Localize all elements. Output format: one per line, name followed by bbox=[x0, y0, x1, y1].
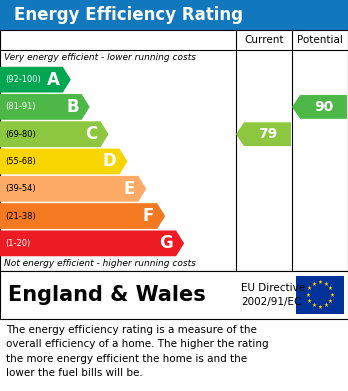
Text: A: A bbox=[47, 71, 60, 89]
Text: ★: ★ bbox=[311, 303, 316, 308]
Polygon shape bbox=[0, 203, 165, 229]
Text: EU Directive: EU Directive bbox=[241, 283, 305, 293]
Text: D: D bbox=[103, 152, 117, 170]
Text: ★: ★ bbox=[328, 299, 333, 303]
Text: ★: ★ bbox=[324, 282, 329, 287]
Text: Current: Current bbox=[244, 35, 284, 45]
Polygon shape bbox=[292, 95, 347, 119]
Text: (1-20): (1-20) bbox=[5, 239, 30, 248]
Text: (55-68): (55-68) bbox=[5, 157, 36, 166]
Polygon shape bbox=[0, 67, 71, 93]
Polygon shape bbox=[236, 122, 291, 146]
Text: Energy Efficiency Rating: Energy Efficiency Rating bbox=[14, 6, 243, 24]
Text: The energy efficiency rating is a measure of the
overall efficiency of a home. T: The energy efficiency rating is a measur… bbox=[6, 325, 269, 378]
Bar bbox=[0, 30, 348, 271]
Text: 79: 79 bbox=[258, 127, 277, 141]
Polygon shape bbox=[0, 149, 127, 174]
Text: (69-80): (69-80) bbox=[5, 130, 36, 139]
Polygon shape bbox=[0, 121, 109, 147]
Polygon shape bbox=[0, 94, 90, 120]
Bar bbox=[0, 271, 348, 319]
Bar bbox=[296, 276, 344, 314]
Text: ★: ★ bbox=[324, 303, 329, 308]
Text: C: C bbox=[85, 125, 97, 143]
Text: ★: ★ bbox=[318, 305, 323, 310]
Text: ★: ★ bbox=[328, 287, 333, 291]
Text: (39-54): (39-54) bbox=[5, 184, 35, 193]
Text: E: E bbox=[124, 180, 135, 198]
Polygon shape bbox=[0, 230, 184, 256]
Text: 90: 90 bbox=[314, 100, 333, 114]
Text: England & Wales: England & Wales bbox=[8, 285, 206, 305]
Text: Potential: Potential bbox=[297, 35, 343, 45]
Text: (81-91): (81-91) bbox=[5, 102, 35, 111]
Text: F: F bbox=[143, 207, 154, 225]
Text: (21-38): (21-38) bbox=[5, 212, 36, 221]
Text: (92-100): (92-100) bbox=[5, 75, 41, 84]
Text: G: G bbox=[159, 234, 173, 252]
Text: 2002/91/EC: 2002/91/EC bbox=[241, 297, 301, 307]
Text: B: B bbox=[66, 98, 79, 116]
Bar bbox=[0, 0, 348, 30]
Text: Not energy efficient - higher running costs: Not energy efficient - higher running co… bbox=[4, 260, 196, 269]
Polygon shape bbox=[0, 176, 146, 202]
Text: ★: ★ bbox=[311, 282, 316, 287]
Text: ★: ★ bbox=[330, 292, 334, 298]
Text: ★: ★ bbox=[306, 292, 310, 298]
Text: Very energy efficient - lower running costs: Very energy efficient - lower running co… bbox=[4, 54, 196, 63]
Text: ★: ★ bbox=[307, 287, 312, 291]
Text: ★: ★ bbox=[307, 299, 312, 303]
Text: ★: ★ bbox=[318, 280, 323, 285]
